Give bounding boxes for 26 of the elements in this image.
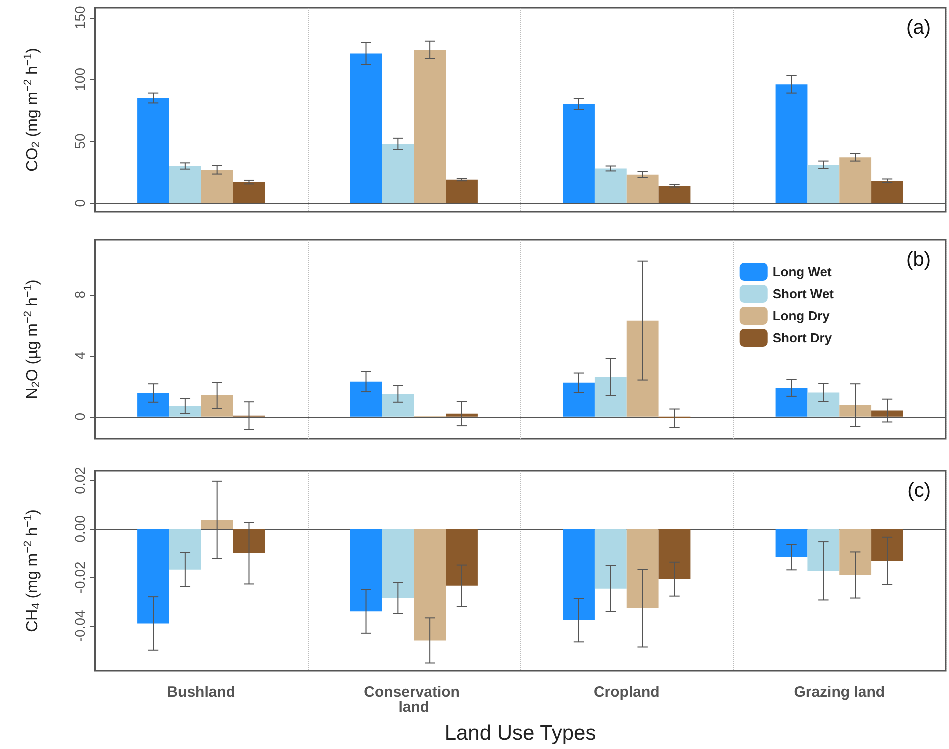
y-axis-title: CH4 (mg m−2 h−1) (22, 510, 42, 632)
y-axis-title: CO2 (mg m−2 h−1) (22, 48, 42, 172)
y-tick-label: 0 (72, 199, 88, 208)
legend-label: Short Wet (772, 286, 835, 302)
legend-label: Short Dry (772, 330, 833, 346)
x-tick-label: Grazing land (794, 684, 886, 701)
y-tick-label: 150 (72, 6, 88, 30)
annotation: (c) (908, 480, 932, 502)
y-tick-label: 0.00 (72, 515, 88, 543)
y-tick-label: -0.04 (72, 610, 88, 642)
y-tick-label: 0 (72, 412, 88, 421)
y-tick-label: 100 (72, 68, 88, 92)
y-tick-label: 4 (72, 352, 88, 360)
y-tick-label: 50 (72, 134, 88, 150)
x-tick-label: Bushland (167, 684, 236, 701)
annotation: (a) (906, 17, 932, 39)
legend-label: Long Dry (772, 308, 831, 324)
x-tick-label: Cropland (594, 684, 660, 701)
y-axis-title: N2O (µg m−2 h−1) (22, 280, 42, 400)
y-tick-label: 8 (72, 290, 88, 299)
y-tick-label: 0.02 (72, 466, 88, 494)
x-tick-label: Conservation land (364, 684, 464, 716)
y-tick-label: -0.02 (72, 562, 88, 594)
legend-label: Long Wet (772, 264, 832, 280)
annotation: (b) (906, 249, 932, 271)
x-axis-title: Land Use Types (444, 722, 596, 745)
